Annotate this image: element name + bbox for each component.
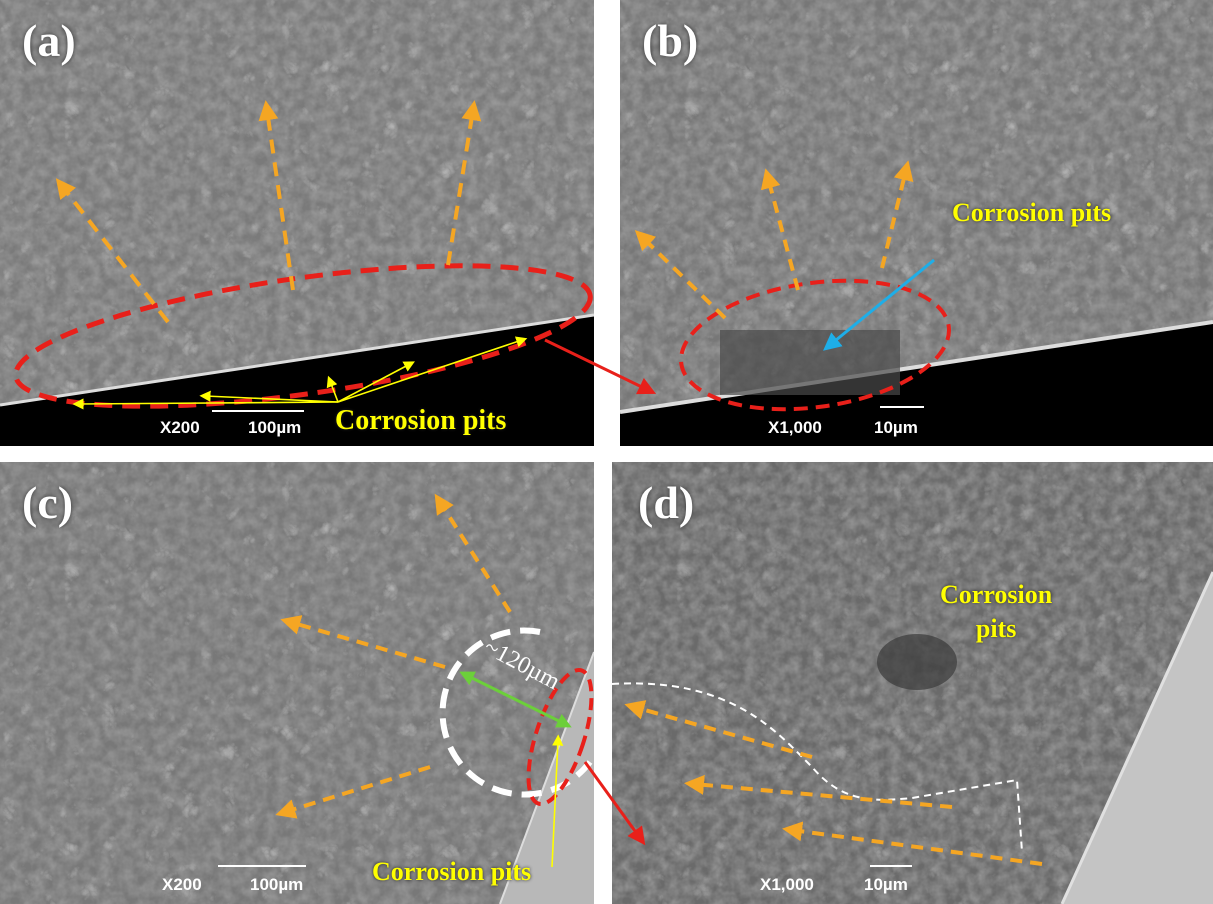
magnification: X1,000 bbox=[760, 875, 814, 894]
propagation-arrow bbox=[880, 160, 914, 269]
corrosion-pits-label: Corrosion pits bbox=[952, 198, 1112, 227]
corrosion-pit-pointer bbox=[823, 258, 935, 351]
panel-d: (d) Corrosion pits X1,000 10µm bbox=[612, 462, 1213, 904]
panel-b: (b) Corrosion pits X1,000 10µm bbox=[620, 0, 1213, 446]
panel-c: (c) ~120µm Corrosion pits X200 100µm bbox=[0, 462, 594, 904]
propagation-arrow bbox=[55, 178, 170, 324]
corrosion-pit-region bbox=[526, 668, 594, 806]
propagation-arrow bbox=[258, 100, 295, 291]
propagation-arrow bbox=[434, 493, 512, 614]
corrosion-pits-label: Corrosion pits bbox=[372, 857, 532, 886]
scale-bar bbox=[870, 865, 912, 867]
panel-d-image bbox=[612, 462, 1213, 904]
scale-bar bbox=[880, 406, 924, 408]
crack-initiation-region bbox=[679, 278, 951, 412]
propagation-arrow bbox=[624, 700, 813, 759]
dimension-arrow bbox=[459, 671, 572, 728]
scale-bar bbox=[218, 865, 306, 867]
panel-label: (a) bbox=[22, 15, 76, 66]
panel-b-image bbox=[620, 0, 1213, 446]
magnification: X200 bbox=[162, 875, 202, 894]
propagation-arrow bbox=[280, 615, 446, 669]
scale-bar-label: 10µm bbox=[864, 875, 908, 894]
specimen-edge-background bbox=[0, 315, 594, 446]
scale-bar bbox=[212, 410, 304, 412]
panel-a-image bbox=[0, 0, 594, 446]
panel-label: (c) bbox=[22, 477, 74, 528]
specimen-edge-background bbox=[620, 322, 1213, 446]
panel-c-image bbox=[0, 462, 594, 904]
corrosion-pits-label: Corrosion pits bbox=[335, 405, 507, 436]
propagation-arrow bbox=[782, 821, 1043, 866]
panel-a: (a) Corrosion pits X200 100µm bbox=[0, 0, 594, 446]
scale-bar-label: 10µm bbox=[874, 418, 918, 437]
magnification: X200 bbox=[160, 418, 200, 437]
corrosion-pits-label-line1: Corrosion bbox=[940, 580, 1053, 609]
initiation-zone-boundary bbox=[612, 682, 1023, 853]
scale-bar-label: 100µm bbox=[250, 875, 304, 894]
panel-label: (b) bbox=[642, 15, 699, 66]
propagation-arrow bbox=[446, 100, 482, 266]
corrosion-pits-label: Corrosion pits bbox=[940, 578, 1052, 646]
crack-initiation-region bbox=[13, 263, 593, 409]
propagation-arrow bbox=[275, 765, 431, 819]
corrosion-pits-label-line2: pits bbox=[975, 614, 1017, 643]
panel-label: (d) bbox=[638, 477, 695, 528]
scale-bar-label: 100µm bbox=[248, 418, 302, 437]
propagation-arrow bbox=[684, 774, 953, 809]
magnification: X1,000 bbox=[768, 418, 822, 437]
